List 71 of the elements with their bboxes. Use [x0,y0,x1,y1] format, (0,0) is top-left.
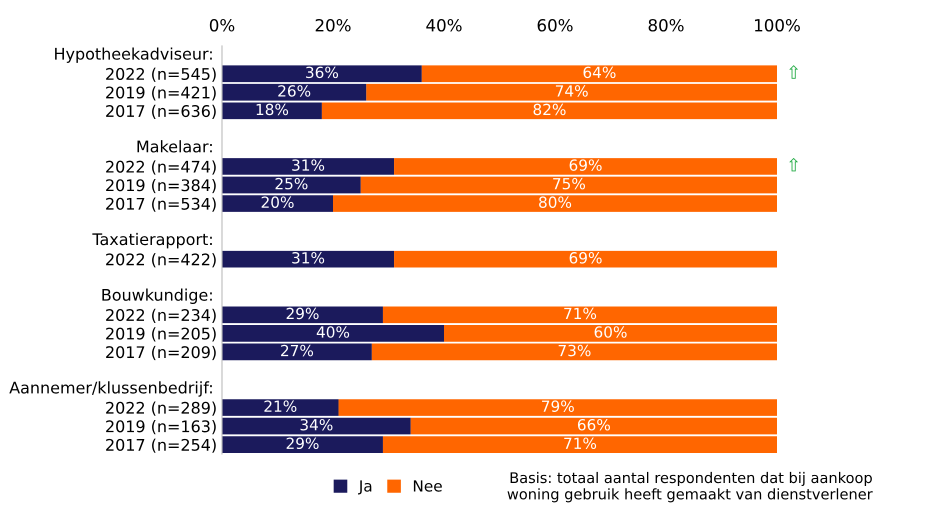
text: ⇧ [789,65,798,79]
data-label: 71% [564,438,596,450]
bar [322,102,777,120]
bar [222,344,372,360]
legend-label: Ja [358,480,372,495]
text: Basis: totaal aantal respondenten dat bij aankoop woning gebruik heeft gemaakt van dienstverlener [508,472,873,502]
data-label: 73% [558,344,591,356]
bar [222,325,444,342]
text: Hypotheekadviseur: [55,47,212,63]
x-tick-label: 100% [755,18,800,32]
data-label: 31% [292,252,324,264]
data-label: 80% [539,196,572,208]
x-tick-label: 0% [210,18,234,32]
bar [372,344,777,360]
data-label: 40% [316,326,350,338]
bar [222,250,394,268]
data-label: 66% [578,418,610,431]
y-tick-label: 2022 (n=474) [106,160,216,175]
bar [422,65,777,82]
data-label: 27% [281,344,314,356]
data-label: 74% [556,85,588,97]
y-tick-label: 2017 (n=209) [106,346,216,360]
data-label: 25% [276,178,308,190]
y-tick-label: 2019 (n=384) [106,178,216,194]
y-tick-label: 2022 (n=234) [106,308,216,323]
bar [222,102,322,120]
text: Taxatierapport: [92,232,212,248]
x-tick-label: 40% [426,18,462,32]
data-label: 64% [583,66,616,78]
legend-label: Nee [414,480,442,492]
bar [366,84,777,101]
data-label: 79% [542,400,574,412]
bar [222,436,383,453]
data-label: 18% [256,104,288,116]
data-label: 34% [300,418,332,431]
y-tick-label: 2022 (n=545) [106,68,216,82]
bar [394,250,777,268]
bar [444,325,777,342]
data-label: 75% [553,178,586,190]
data-label: 82% [534,104,566,116]
text: Aannemer/klussenbedrijf: [9,381,212,397]
data-label: 71% [564,308,596,320]
text: ⇧ [789,158,798,172]
y-tick-label: 2019 (n=205) [106,327,216,342]
x-tick-label: 20% [316,18,351,32]
data-label: 69% [570,159,602,171]
data-label: 36% [306,66,338,78]
text: Makelaar: [137,140,212,153]
y-tick-label: 2017 (n=254) [106,438,216,453]
x-tick-label: 60% [538,18,573,32]
bar [382,306,777,324]
y-tick-label: 2022 (n=289) [106,401,216,416]
data-label: 21% [264,400,296,412]
data-label: 31% [292,159,324,171]
bar [222,306,383,324]
bar [222,65,422,82]
data-label: 26% [278,85,310,97]
y-tick-label: 2017 (n=534) [106,197,216,212]
bar [382,436,777,453]
data-label: 69% [570,252,602,264]
data-label: 60% [594,326,627,338]
bar [222,84,366,101]
text: Bouwkundige: [102,288,212,304]
y-tick-label: 2019 (n=421) [106,86,216,100]
y-tick-label: 2017 (n=636) [106,104,216,119]
data-label: 29% [286,308,319,320]
data-label: 29% [286,438,319,450]
data-label: 20% [262,196,294,208]
y-tick-label: 2019 (n=163) [106,420,216,434]
y-tick-label: 2022 (n=422) [106,253,216,268]
x-tick-label: 80% [648,18,684,32]
